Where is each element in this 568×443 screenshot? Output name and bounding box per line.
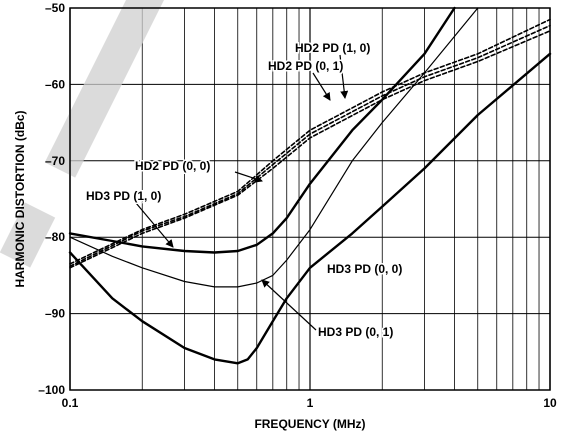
y-tick-label: –50 [45,1,65,15]
series-line-2 [69,30,551,269]
y-tick-label: –70 [45,154,65,168]
y-tick-label: –90 [45,307,65,321]
annotation-label: HD3 PD (1, 0) [86,189,161,203]
x-tick-labels: 0.1 1 10 [62,396,557,410]
annotation-arrow [234,171,263,183]
watermark-band [0,202,56,268]
annotation-label: HD2 PD (0, 1) [268,59,343,73]
y-tick-label: –60 [45,77,65,91]
annotation-arrow [135,202,174,248]
x-axis-title: FREQUENCY (MHz) [254,417,365,431]
x-tick-label: 1 [307,396,314,410]
annotation-label: HD3 PD (0, 0) [327,262,402,276]
y-tick-label: –100 [38,383,65,397]
plot-frame [69,7,551,391]
annotation-label: HD3 PD (0, 1) [318,325,393,339]
watermark-band [44,0,165,178]
y-axis-title: HARMONIC DISTORTION (dBc) [13,110,27,287]
x-tick-label: 10 [543,396,557,410]
grid-minor [141,8,540,390]
watermark-diagonal-band [0,0,165,268]
y-tick-labels: –50 –60 –70 –80 –90 –100 [38,1,65,397]
x-tick-label: 0.1 [62,396,79,410]
annotation-arrow [261,279,317,331]
y-tick-label: –80 [45,230,65,244]
series-line-1 [69,18,551,265]
series-line-5 [69,7,479,288]
annotation-arrow [339,54,349,99]
series-line-3 [69,24,551,268]
annotation-labels: HD2 PD (1, 0) HD2 PD (0, 1) HD2 PD (0, 0) H… [85,40,404,341]
series-line-6 [68,52,552,365]
series-layer [68,6,552,365]
annotation-label: HD2 PD (1, 0) [295,41,370,55]
series-line-4 [68,6,456,254]
annotation-label: HD2 PD (0, 0) [135,159,210,173]
annotation-arrows [135,54,349,331]
annotation-arrow [312,72,331,101]
